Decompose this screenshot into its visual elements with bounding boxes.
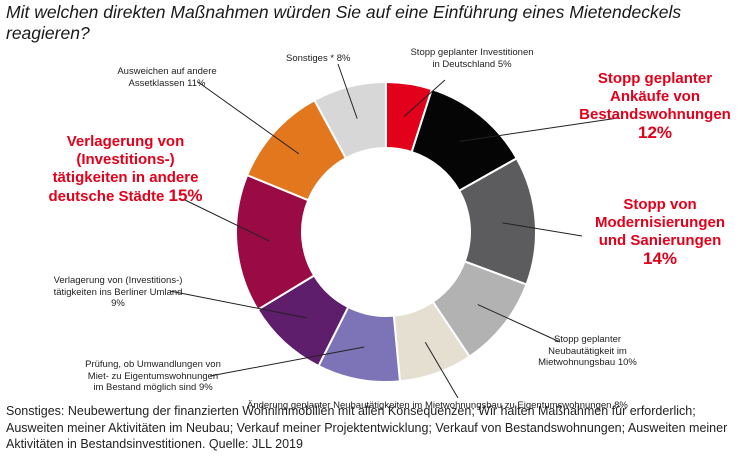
label-line: (Investitions-): [76, 151, 175, 168]
label-line: Ausweichen auf andere: [117, 66, 217, 77]
label-line: Neubautätigkeit im: [548, 345, 627, 357]
label-stopp-modernisierungen: Stopp von Modernisierungen und Sanierung…: [580, 196, 740, 268]
label-line: im Bestand möglich sind: [93, 382, 197, 393]
label-line: Ankäufe von: [609, 88, 700, 105]
label-line: Mietwohnungsbau: [538, 357, 616, 368]
donut-slices: [235, 80, 537, 383]
label-aenderung-neubau: Änderung geplanter Neubautätigkeiten im …: [247, 400, 717, 412]
leader-line-4: [424, 341, 459, 399]
label-line: Verlagerung von: [66, 133, 185, 150]
leader-line-3: [477, 304, 561, 343]
chart-title: Mit welchen direkten Maßnahmen würden Si…: [6, 2, 682, 43]
label-pct: 9%: [198, 382, 213, 393]
label-pct: 8%: [336, 53, 351, 64]
donut-slice-9: [313, 80, 387, 160]
label-line: Änderung geplanter Neubautätigkeiten im …: [247, 400, 612, 411]
label-line: Stopp geplanter: [597, 70, 713, 87]
label-pct: 10%: [617, 357, 637, 368]
label-line: deutsche Städte: [48, 188, 165, 205]
label-pct: 9%: [111, 298, 125, 309]
leader-line-8: [197, 81, 300, 155]
leader-lines: [169, 63, 619, 399]
label-line: Assetklassen: [128, 77, 185, 89]
label-line: Prüfung, ob Umwandlungen von: [85, 359, 221, 370]
label-line: Stopp geplanter: [553, 334, 622, 345]
leader-line-5: [209, 346, 365, 377]
leader-line-6: [169, 290, 307, 319]
label-pct: 5%: [497, 58, 512, 70]
label-line: tätigkeiten ins Berliner Umland: [53, 286, 183, 298]
label-ausweichen-assetklassen: Ausweichen auf andere Assetklassen 11%: [92, 66, 242, 89]
leader-line-1: [459, 117, 619, 142]
label-stopp-investitionen: Stopp geplanter Investitionen in Deutsch…: [392, 47, 552, 70]
label-pct: 11%: [187, 77, 206, 89]
leader-line-7: [184, 199, 270, 242]
label-line: Stopp geplanter Investitionen: [410, 47, 534, 58]
label-line: Sonstiges *: [286, 53, 335, 64]
label-pct: 12%: [637, 123, 673, 142]
label-line: Miet- zu Eigentumswohnungen: [87, 370, 219, 382]
leader-line-0: [403, 79, 446, 117]
label-line: Stopp von: [623, 196, 697, 213]
label-line: und Sanierungen: [598, 232, 722, 249]
label-line: Verlagerung von (Investitions-): [53, 275, 183, 286]
label-line: Bestandswohnungen: [579, 106, 731, 123]
label-pruefung-umwandlungen: Prüfung, ob Umwandlungen von Miet- zu Ei…: [68, 359, 238, 394]
label-pct: 8%: [614, 400, 628, 411]
label-sonstiges: Sonstiges * 8%: [286, 53, 396, 65]
footnote: Sonstiges: Neubewertung der finanzierten…: [6, 404, 728, 451]
leader-line-9: [337, 63, 358, 119]
label-line: in Deutschland: [432, 58, 496, 70]
leader-line-2: [502, 222, 583, 237]
label-line: Modernisierungen: [594, 214, 725, 231]
label-pct: 14%: [642, 249, 678, 268]
label-verlagerung-staedte: Verlagerung von (Investitions-) tätigkei…: [38, 133, 213, 206]
label-stopp-neubau: Stopp geplanter Neubautätigkeit im Mietw…: [520, 334, 655, 369]
label-stopp-ankaeufe: Stopp geplanter Ankäufe von Bestandswohn…: [570, 70, 740, 142]
label-verlagerung-umland: Verlagerung von (Investitions-) tätigkei…: [28, 275, 208, 310]
label-line: tätigkeiten in andere: [52, 169, 199, 186]
label-pct: 15%: [168, 186, 203, 205]
